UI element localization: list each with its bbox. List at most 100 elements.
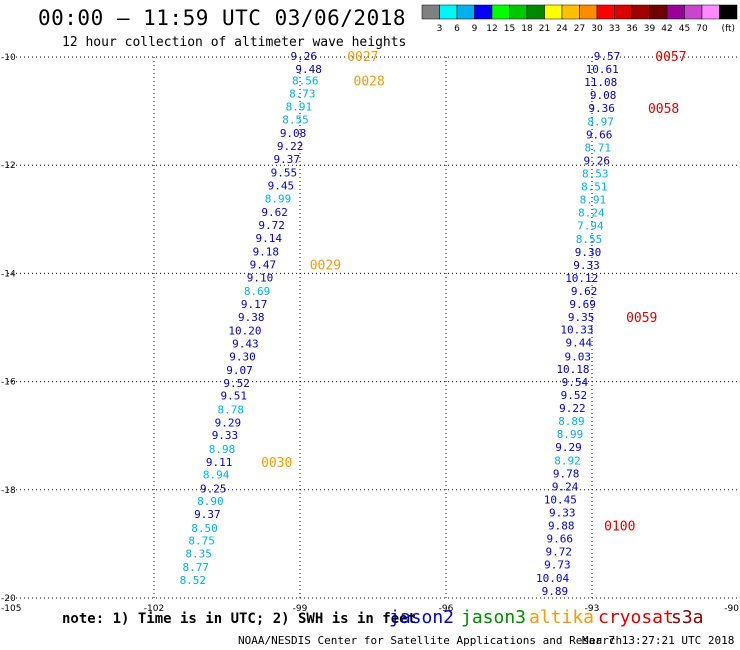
colorbar-label: 27 — [574, 24, 585, 34]
legend-item-s3a: s3a — [671, 607, 704, 628]
y-tick-label: -16 — [1, 378, 16, 388]
data-point-label: 9.26 — [291, 50, 318, 63]
y-tick-label: -14 — [1, 269, 16, 279]
data-point-label: 9.66 — [547, 533, 574, 546]
data-point-label: 9.62 — [571, 285, 598, 298]
data-point-label: 8.75 — [188, 535, 215, 548]
data-point-label: 8.98 — [209, 443, 236, 456]
data-point-label: 8.91 — [580, 193, 607, 206]
legend-item-jason3: jason3 — [461, 607, 527, 628]
data-point-label: 10.12 — [565, 272, 598, 285]
data-point-label: 9.29 — [555, 441, 582, 454]
data-point-label: 8.55 — [576, 233, 603, 246]
data-point-label: 10.18 — [556, 363, 589, 376]
data-point-label: 9.17 — [241, 298, 268, 311]
chart-subtitle: 12 hour collection of altimeter wave hei… — [62, 35, 407, 50]
data-point-label: 9.78 — [553, 468, 580, 481]
colorbar-label: 45 — [679, 24, 690, 34]
data-point-label: 9.22 — [559, 402, 586, 415]
footer-credit: NOAA/NESDIS Center for Satellite Applica… — [238, 634, 623, 647]
time-label: 0030 — [261, 456, 292, 471]
data-point-label: 9.29 — [215, 416, 242, 429]
data-point-label: 9.38 — [238, 311, 265, 324]
time-label: 0100 — [604, 520, 635, 535]
colorbar-label: 39 — [644, 24, 656, 34]
data-point-label: 9.11 — [206, 456, 233, 469]
page-title: 00:00 – 11:59 UTC 03/06/2018 — [38, 6, 407, 30]
data-point-label: 9.30 — [575, 246, 602, 259]
data-point-label: 8.77 — [182, 561, 209, 574]
x-tick-label: -102 — [144, 604, 164, 614]
data-point-label: 9.14 — [255, 232, 282, 245]
data-point-label: 9.52 — [223, 377, 250, 390]
data-point-label: 8.69 — [244, 285, 271, 298]
colorbar-label: 18 — [521, 24, 533, 34]
data-point-label: 8.53 — [582, 167, 609, 180]
colorbar-label: 70 — [696, 24, 708, 34]
data-point-label: 9.26 — [584, 154, 611, 167]
legend-item-cryosat: cryosat — [598, 607, 674, 628]
data-point-label: 9.10 — [247, 271, 274, 284]
x-tick-label: -105 — [1, 604, 21, 614]
data-point-label: 8.78 — [218, 403, 245, 416]
data-point-label: 9.88 — [548, 520, 575, 533]
colorbar-unit: (ft) — [722, 24, 736, 34]
data-point-label: 8.50 — [191, 522, 218, 535]
colorbar-label: 36 — [626, 24, 638, 34]
data-point-label: 9.08 — [280, 127, 307, 140]
data-point-label: 9.72 — [546, 546, 573, 559]
x-tick-label: -90 — [724, 604, 739, 614]
y-tick-label: -18 — [1, 486, 16, 496]
data-point-label: 9.48 — [295, 63, 322, 76]
data-point-label: 9.08 — [590, 89, 617, 102]
colorbar-swatch — [719, 4, 738, 20]
colorbar: 3 6 9 12 15 18 21 24 27 30 33 36 39 42 45 70 (ft) — [421, 4, 738, 34]
colorbar-label: 30 — [591, 24, 603, 34]
time-label: 0059 — [626, 311, 657, 326]
data-point-label: 8.56 — [292, 74, 319, 87]
data-point-label: 9.07 — [226, 364, 253, 377]
data-point-label: 7.94 — [577, 219, 604, 232]
data-point-label: 10.33 — [560, 324, 593, 337]
colorbar-label: 24 — [556, 24, 568, 34]
data-point-label: 9.69 — [569, 298, 596, 311]
y-tick-label: -10 — [1, 53, 16, 63]
data-point-label: 8.97 — [587, 115, 614, 128]
data-point-label: 8.89 — [558, 415, 585, 428]
colorbar-label: 9 — [472, 24, 478, 34]
data-point-label: 8.55 — [282, 113, 309, 126]
data-point-label: 8.92 — [554, 455, 581, 468]
footer-timestamp: Mar 7 13:27:21 UTC 2018 — [582, 634, 735, 647]
data-point-label: 8.73 — [289, 87, 316, 100]
data-point-label: 9.62 — [261, 206, 288, 219]
colorbar-label: 21 — [539, 24, 550, 34]
data-point-label: 10.61 — [586, 63, 619, 76]
colorbar-label: 15 — [504, 24, 515, 34]
colorbar-label: 6 — [454, 24, 460, 34]
data-point-label: 9.57 — [594, 50, 621, 63]
data-point-label: 9.24 — [552, 481, 579, 494]
data-point-label: 9.03 — [565, 350, 592, 363]
x-tick-label: -99 — [293, 604, 308, 614]
data-point-label: 9.43 — [232, 337, 259, 350]
data-point-label: 9.51 — [220, 390, 247, 403]
data-point-label: 9.18 — [253, 245, 280, 258]
y-tick-label: -20 — [1, 594, 16, 604]
data-point-label: 9.54 — [562, 376, 589, 389]
colorbar-label: 42 — [661, 24, 672, 34]
data-point-label: 9.33 — [573, 259, 600, 272]
data-point-label: 8.90 — [197, 495, 224, 508]
note-text: note: 1) Time is in UTC; 2) SWH is in fe… — [62, 611, 417, 627]
data-point-label: 11.08 — [584, 76, 617, 89]
data-point-label: 9.22 — [277, 140, 304, 153]
data-point-label: 9.47 — [250, 258, 277, 271]
x-tick-label: -96 — [439, 604, 454, 614]
data-point-label: 8.71 — [584, 141, 611, 154]
y-tick-label: -12 — [1, 161, 16, 171]
data-point-label: 9.89 — [542, 585, 569, 598]
data-point-label: 10.20 — [228, 324, 261, 337]
time-label: 0057 — [655, 50, 686, 65]
data-point-label: 9.37 — [194, 508, 221, 521]
data-point-label: 10.45 — [544, 494, 577, 507]
